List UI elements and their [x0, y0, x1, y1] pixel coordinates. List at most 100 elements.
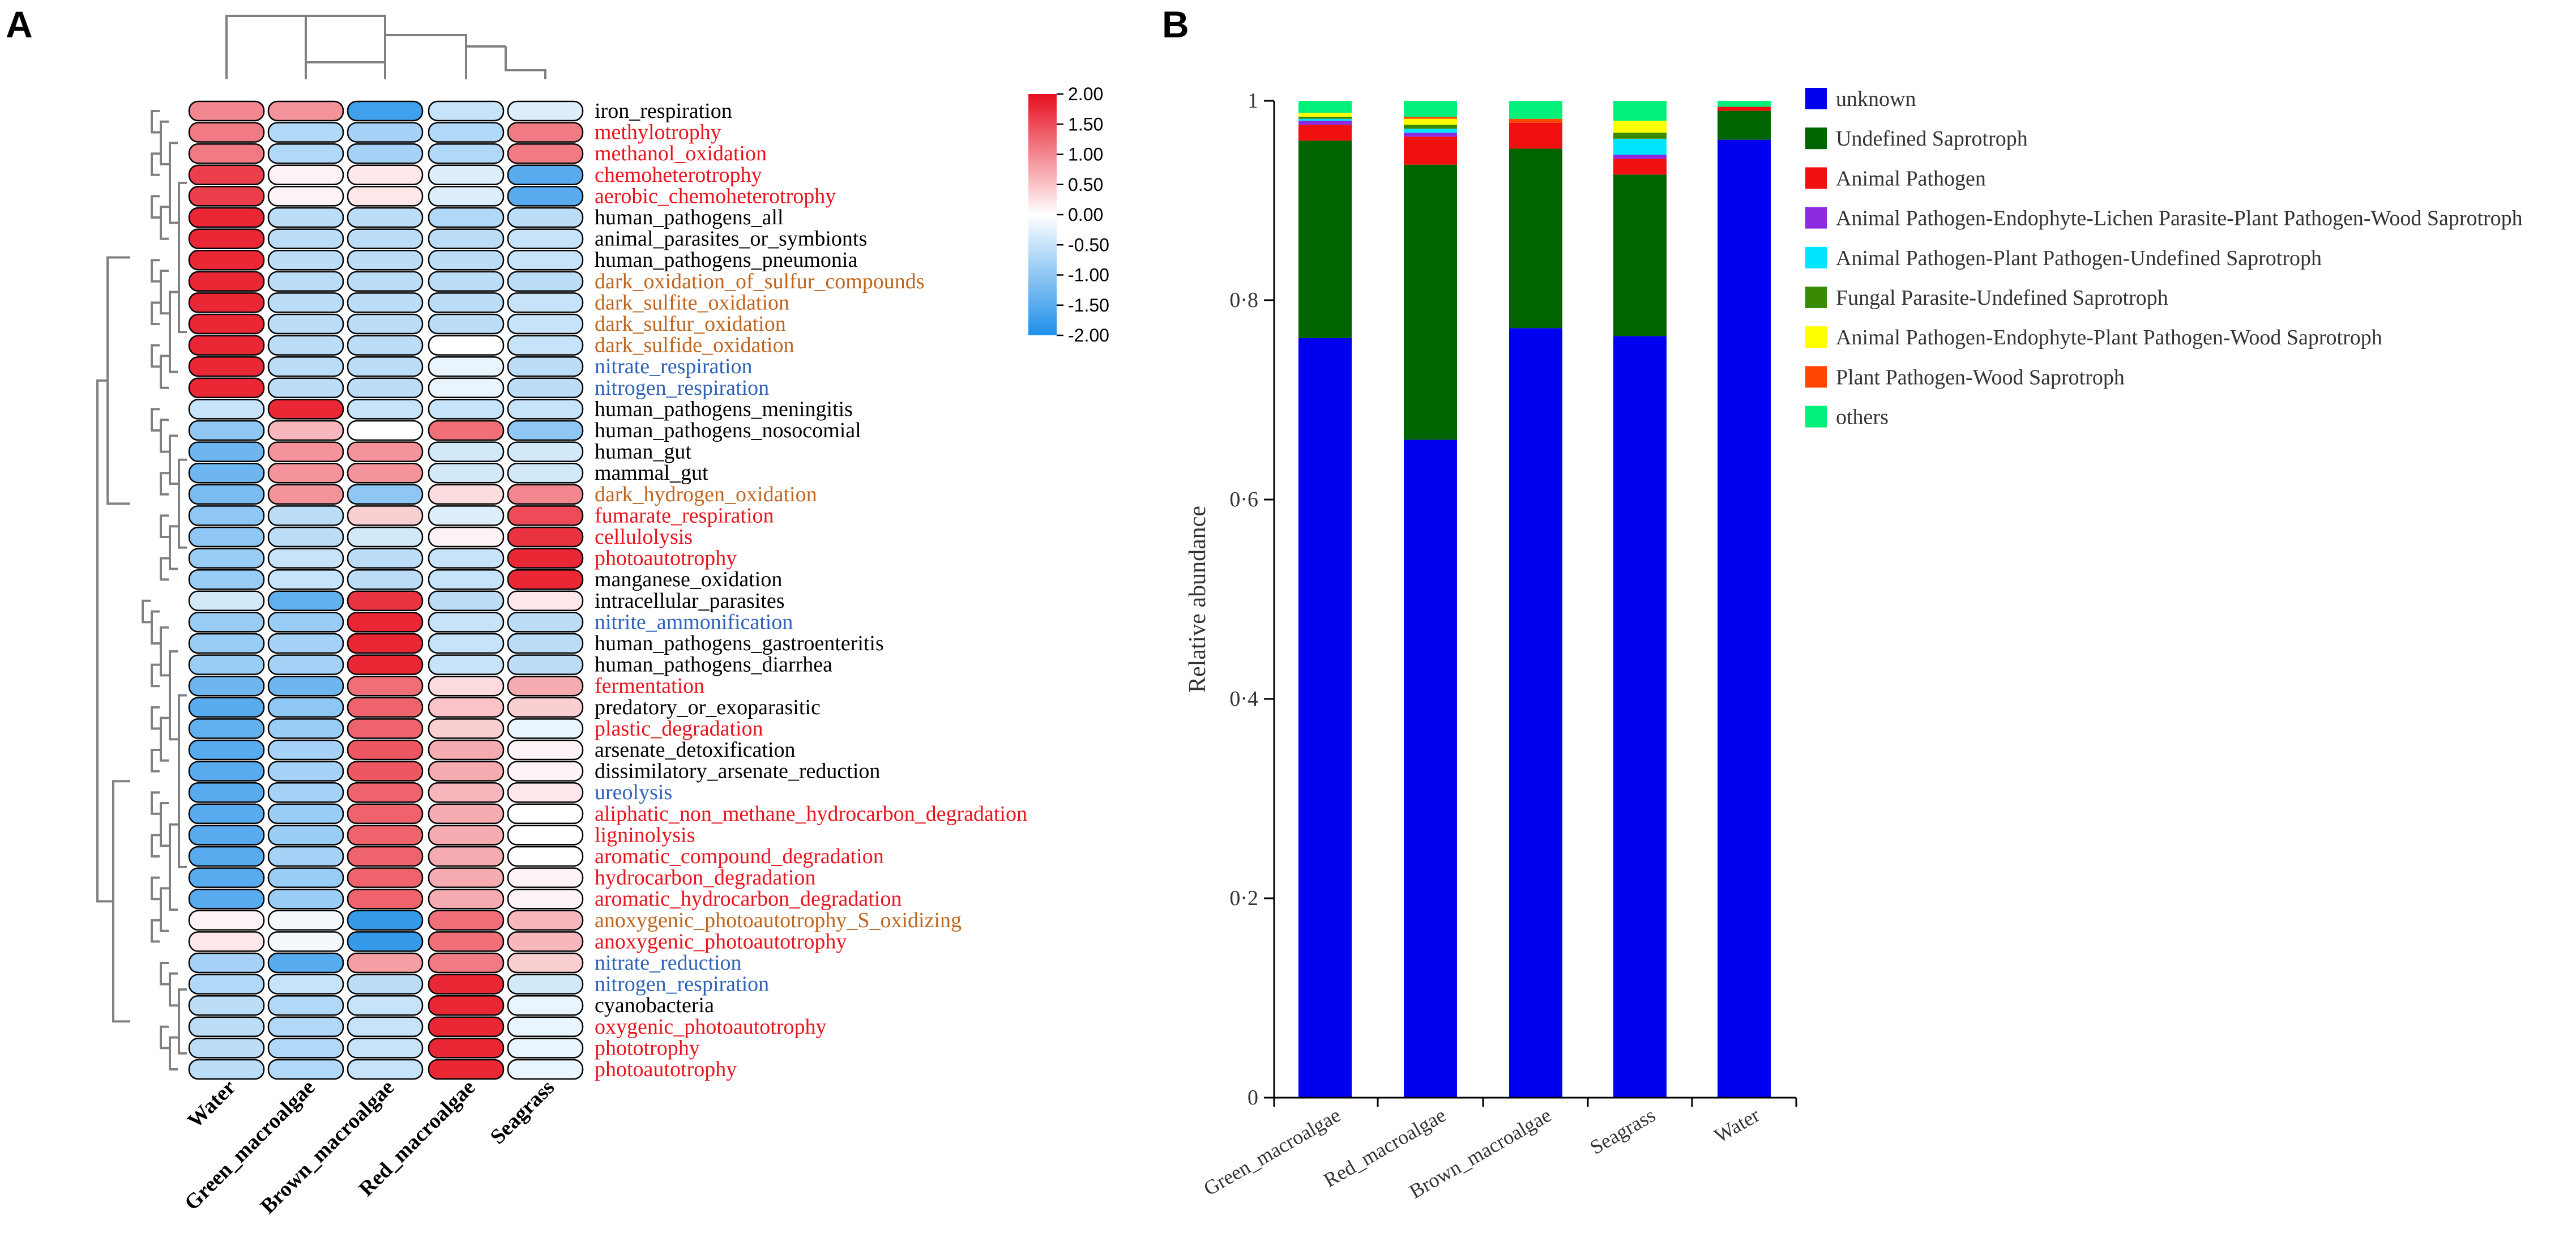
- dendrogram-branch: [169, 972, 178, 1007]
- heatmap-cell: [267, 675, 344, 697]
- heatmap-cell: [428, 697, 505, 718]
- heatmap-cell: [428, 888, 505, 910]
- heatmap-cell: [267, 420, 344, 441]
- heatmap-cell: [507, 1016, 584, 1038]
- y-tick-label: 0·8: [1229, 288, 1258, 312]
- heatmap-row-label: arsenate_detoxification: [595, 738, 796, 762]
- legend-swatch: [1805, 246, 1827, 268]
- heatmap-cell: [347, 548, 424, 569]
- dendrogram-branch: [178, 988, 187, 1055]
- heatmap-cell: [188, 931, 265, 952]
- heatmap-cell: [507, 590, 584, 612]
- heatmap-cell: [428, 100, 505, 122]
- heatmap-row-label: phototrophy: [595, 1036, 700, 1060]
- heatmap-cell: [347, 825, 424, 846]
- heatmap-cell: [267, 782, 344, 803]
- heatmap-cell: [267, 207, 344, 228]
- heatmap-cell: [188, 825, 265, 846]
- heatmap-cell: [347, 803, 424, 825]
- heatmap-cell: [347, 867, 424, 888]
- heatmap-cell: [347, 718, 424, 739]
- legend: unknown Undefined Saprotroph Animal Pathog…: [1805, 87, 2523, 429]
- dendrogram-branch: [160, 557, 169, 581]
- heatmap-cell: [347, 399, 424, 420]
- heatmap-cell: [267, 122, 344, 143]
- heatmap-cell: [507, 803, 584, 825]
- heatmap-cell: [428, 462, 505, 484]
- heatmap-cell: [428, 867, 505, 888]
- bar-segment: [1404, 101, 1457, 117]
- heatmap-cell: [188, 356, 265, 377]
- heatmap-cell: [188, 718, 265, 739]
- heatmap-cell: [188, 675, 265, 697]
- bar-segment: [1509, 148, 1562, 329]
- heatmap-cell: [428, 761, 505, 782]
- heatmap-cell: [347, 377, 424, 399]
- heatmap-cell: [347, 100, 424, 122]
- bar-segment: [1613, 138, 1667, 155]
- heatmap-row-label: nitrate_respiration: [595, 355, 753, 378]
- legend-label: Fungal Parasite-Undefined Saprotroph: [1836, 286, 2168, 310]
- heatmap-cell: [507, 526, 584, 548]
- heatmap-cell: [267, 143, 344, 164]
- heatmap-cell: [347, 1059, 424, 1080]
- heatmap-row-label: human_pathogens_diarrhea: [595, 653, 832, 677]
- heatmap-cell: [428, 399, 505, 420]
- heatmap-cell: [507, 910, 584, 931]
- dendrogram-branch: [169, 1036, 178, 1070]
- heatmap-cell: [267, 249, 344, 271]
- y-tick-label: 0·4: [1229, 687, 1258, 711]
- dendrogram-branch: [151, 791, 160, 815]
- heatmap-cell: [267, 952, 344, 974]
- heatmap-cell: [428, 654, 505, 675]
- heatmap-row-label: anoxygenic_photoautotrophy_S_oxidizing: [595, 908, 962, 932]
- heatmap-cell: [188, 335, 265, 356]
- dendrogram-branch: [151, 152, 160, 176]
- heatmap-row-label: nitrate_reduction: [595, 951, 742, 975]
- colorbar-tick-label: -2.00: [1068, 325, 1109, 345]
- dendrogram-branch: [151, 301, 160, 325]
- legend-swatch: [1805, 167, 1827, 189]
- heatmap-cell: [507, 399, 584, 420]
- legend-swatch: [1805, 326, 1827, 348]
- heatmap-row-label: nitrite_ammonification: [595, 610, 793, 634]
- heatmap-cell: [267, 462, 344, 484]
- heatmap-cell: [188, 654, 265, 675]
- heatmap-cell: [188, 1038, 265, 1059]
- heatmap-cell: [507, 228, 584, 249]
- bar-segment: [1613, 174, 1667, 336]
- heatmap-row-label: dark_oxidation_of_sulfur_compounds: [595, 270, 925, 293]
- y-tick-label: 0·2: [1229, 886, 1258, 910]
- x-category-label: Seagrass: [1586, 1103, 1659, 1159]
- bar-segment: [1298, 125, 1352, 141]
- heatmap-cell: [428, 249, 505, 271]
- heatmap-row-label: aerobic_chemoheterotrophy: [595, 184, 836, 208]
- heatmap-cell: [428, 931, 505, 952]
- heatmap-cell: [188, 292, 265, 313]
- dendrogram-branch: [169, 823, 178, 911]
- dendrogram-branch: [151, 110, 160, 134]
- legend-label: others: [1836, 406, 1889, 429]
- heatmap-cell: [428, 420, 505, 441]
- heatmap-row-label: dark_sulfur_oxidation: [595, 312, 786, 336]
- heatmap-cell: [507, 484, 584, 505]
- heatmap-cell: [267, 186, 344, 207]
- heatmap-cell: [507, 100, 584, 122]
- heatmap-cell: [507, 377, 584, 399]
- dendrogram-branch: [151, 408, 160, 432]
- heatmap-cell: [188, 228, 265, 249]
- legend-swatch: [1805, 406, 1827, 428]
- heatmap-cell: [507, 207, 584, 228]
- bar-segment: [1404, 118, 1457, 125]
- bar-segment: [1613, 101, 1667, 121]
- heatmap-row-label: predatory_or_exoparasitic: [595, 696, 821, 719]
- dendrogram-branch: [169, 434, 178, 485]
- heatmap-cell: [267, 846, 344, 867]
- heatmap-cell: [428, 484, 505, 505]
- heatmap-cell: [267, 399, 344, 420]
- bar-segment: [1613, 155, 1667, 159]
- dendrogram-branch: [178, 181, 187, 334]
- heatmap-cell: [428, 846, 505, 867]
- dendrogram-branch: [169, 142, 178, 224]
- legend-swatch: [1805, 207, 1827, 229]
